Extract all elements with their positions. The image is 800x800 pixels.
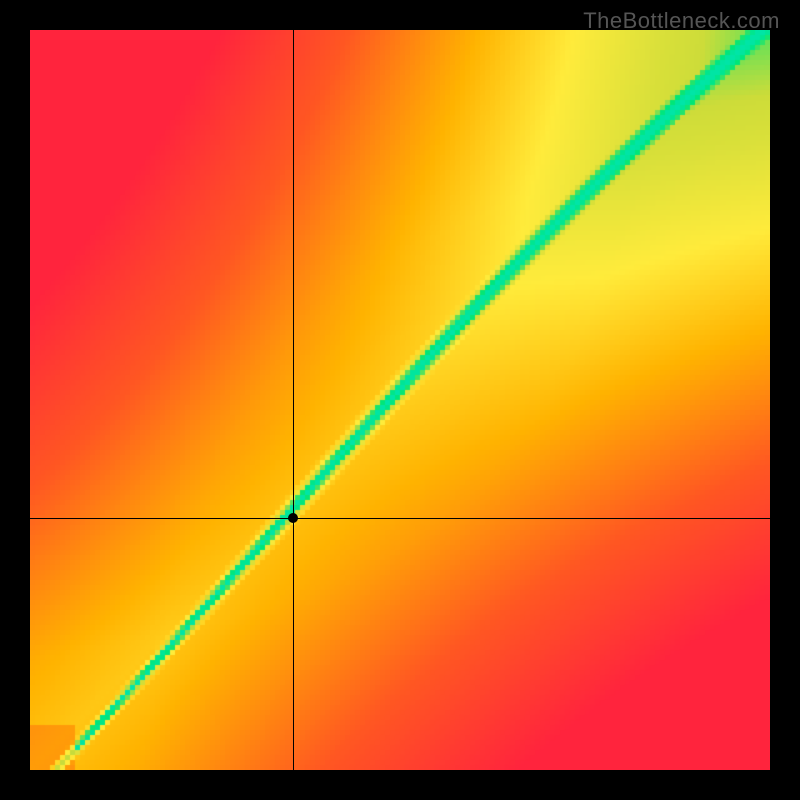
chart-container: TheBottleneck.com: [0, 0, 800, 800]
crosshair-vertical: [293, 30, 294, 770]
watermark-text: TheBottleneck.com: [583, 8, 780, 34]
crosshair-horizontal: [30, 518, 770, 519]
intersection-marker: [288, 513, 298, 523]
plot-area: [30, 30, 770, 770]
heatmap-canvas: [30, 30, 770, 770]
